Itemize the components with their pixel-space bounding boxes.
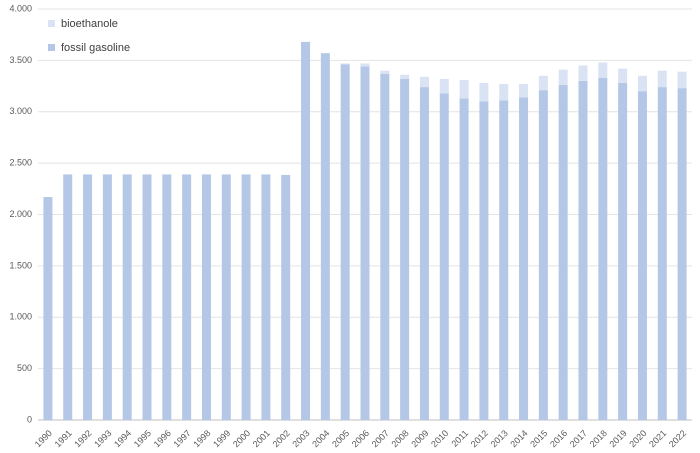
bar-segment <box>320 53 330 421</box>
bar-segment <box>538 75 548 91</box>
bar-segment <box>479 82 489 102</box>
x-tick-label: 2010 <box>429 428 450 449</box>
y-tick-label: 3.000 <box>9 106 32 116</box>
y-tick-label: 2.000 <box>9 209 32 219</box>
x-tick-label: 1993 <box>92 428 113 449</box>
x-tick-label: 2013 <box>489 428 510 449</box>
legend: bioethanole fossil gasoline <box>48 18 130 54</box>
y-tick-label: 1.000 <box>9 312 32 322</box>
bar-segment <box>578 80 588 421</box>
bar-segment <box>618 68 628 83</box>
legend-marker <box>48 44 55 51</box>
bar-segment <box>439 78 449 94</box>
bar-segment <box>677 88 687 421</box>
bar-segment <box>479 101 489 420</box>
bar-segment <box>598 77 608 420</box>
bar-segment <box>459 98 469 420</box>
x-tick-label: 2011 <box>449 428 470 449</box>
bar-segment <box>360 63 370 67</box>
y-tick-label: 500 <box>17 363 32 373</box>
bar-segment <box>201 174 211 420</box>
y-tick-label: 2.500 <box>9 158 32 168</box>
x-tick-label: 2017 <box>568 428 589 449</box>
bar-segment <box>657 70 667 88</box>
bar-segment <box>419 87 429 420</box>
bar-segment <box>598 62 608 78</box>
x-tick-label: 2016 <box>548 428 569 449</box>
x-tick-label: 2001 <box>251 428 272 449</box>
x-tick-label: 1994 <box>112 428 133 449</box>
x-tick-label: 1998 <box>191 428 212 449</box>
x-tick-label: 2021 <box>647 428 668 449</box>
bar-segment <box>677 71 687 89</box>
bar-segment <box>499 100 509 420</box>
bar-segment <box>400 78 410 421</box>
x-tick-label: 2020 <box>627 428 648 449</box>
x-tick-label: 2007 <box>370 428 391 449</box>
bar-segment <box>558 69 568 86</box>
x-tick-label: 2006 <box>350 428 371 449</box>
x-tick-label: 2015 <box>528 428 549 449</box>
bar-segment <box>182 174 192 420</box>
bar-segment <box>538 90 548 421</box>
bar-segment <box>400 74 410 79</box>
x-tick-label: 2019 <box>607 428 628 449</box>
bar-segment <box>241 174 251 420</box>
bar-segment <box>380 70 390 74</box>
x-tick-label: 2008 <box>389 428 410 449</box>
bar-segment <box>340 64 350 421</box>
bar-segment <box>102 174 112 420</box>
bar-segment <box>519 97 529 421</box>
bar-segment <box>360 66 370 420</box>
x-tick-label: 2000 <box>231 428 252 449</box>
bar-segment <box>281 174 291 420</box>
bar-segment <box>637 75 647 92</box>
bar-segment <box>419 76 429 88</box>
bar-segment <box>83 174 93 420</box>
y-tick-label: 3.500 <box>9 55 32 65</box>
x-tick-label: 2009 <box>409 428 430 449</box>
bar-segment <box>578 65 588 81</box>
x-tick-label: 1999 <box>211 428 232 449</box>
bar-segment <box>301 41 311 420</box>
bar-segment <box>340 63 350 65</box>
x-tick-label: 2012 <box>469 428 490 449</box>
bar-segment <box>221 174 231 420</box>
x-tick-label: 2002 <box>271 428 292 449</box>
bar-segment <box>637 91 647 420</box>
x-tick-label: 2018 <box>588 428 609 449</box>
x-tick-label: 1997 <box>171 428 192 449</box>
x-tick-label: 2014 <box>508 428 529 449</box>
x-tick-label: 2004 <box>310 428 331 449</box>
bar-segment <box>459 79 469 99</box>
bar-segment <box>657 87 667 420</box>
legend-label: bioethanole <box>61 18 118 30</box>
bar-segment <box>439 93 449 420</box>
bar-segment <box>618 82 628 420</box>
y-tick-label: 0 <box>27 414 32 424</box>
x-tick-label: 1995 <box>132 428 153 449</box>
x-tick-label: 1996 <box>152 428 173 449</box>
x-tick-label: 2005 <box>330 428 351 449</box>
x-tick-label: 2022 <box>667 428 688 449</box>
bar-segment <box>122 174 132 420</box>
bar-segment <box>499 84 509 101</box>
legend-label: fossil gasoline <box>61 42 130 54</box>
x-tick-label: 2003 <box>290 428 311 449</box>
bar-segment <box>43 197 53 420</box>
bar-segment <box>261 174 271 420</box>
x-tick-label: 1992 <box>72 428 93 449</box>
x-tick-label: 1991 <box>53 428 74 449</box>
bar-segment <box>380 73 390 421</box>
y-tick-label: 1.500 <box>9 260 32 270</box>
bar-segment <box>162 174 172 420</box>
x-tick-label: 1990 <box>33 428 54 449</box>
bar-segment <box>558 85 568 420</box>
legend-marker <box>48 20 55 27</box>
y-tick-label: 4.000 <box>9 3 32 13</box>
bar-segment <box>142 174 152 420</box>
bar-segment <box>63 174 73 420</box>
bar-segment <box>519 84 529 98</box>
